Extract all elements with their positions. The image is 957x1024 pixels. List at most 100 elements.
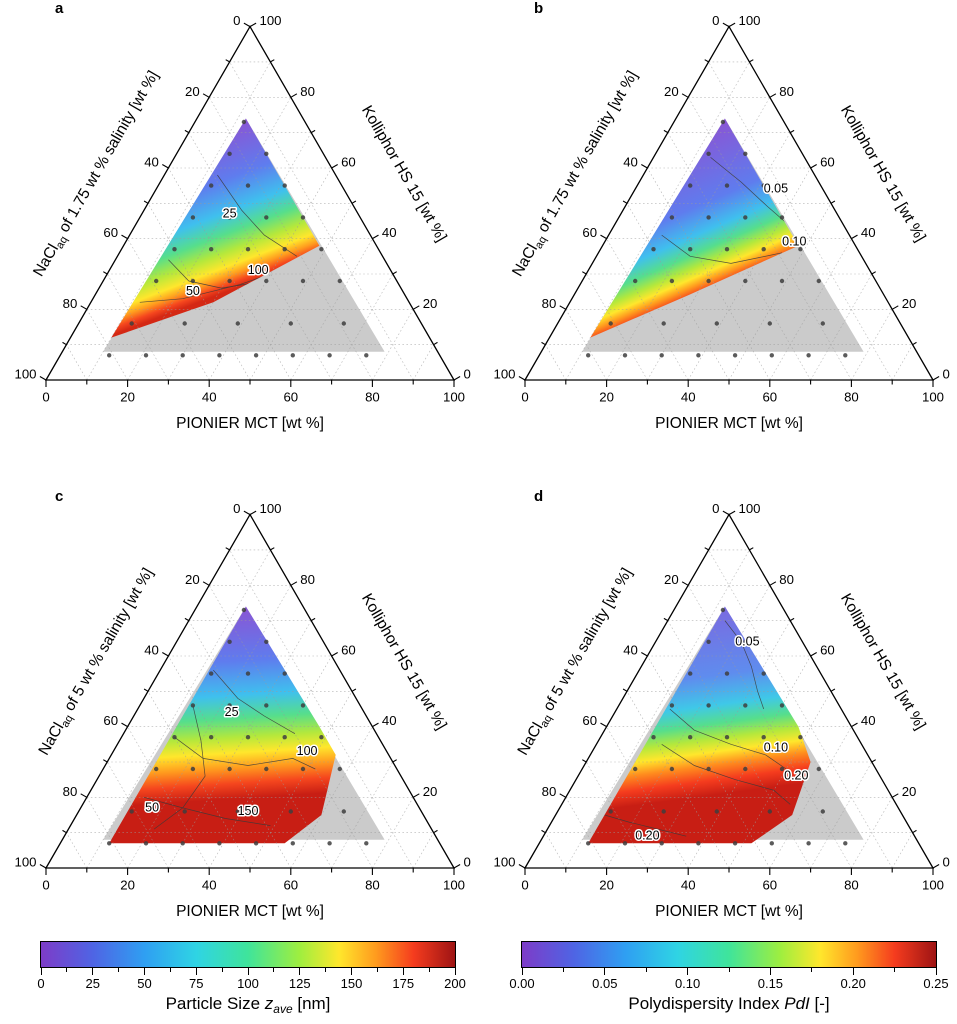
sample-point — [245, 247, 251, 252]
right-axis-title: Kolliphor HS 15 [wt %] — [837, 591, 929, 733]
svg-text:60: 60 — [103, 225, 118, 240]
svg-text:0: 0 — [464, 855, 471, 870]
sample-point — [669, 278, 675, 284]
sample-point — [633, 278, 638, 284]
sample-point — [327, 841, 332, 846]
sample-point — [798, 735, 803, 740]
sample-point — [669, 766, 675, 772]
sample-point — [767, 809, 772, 814]
sample-point — [341, 809, 346, 814]
sample-point — [732, 353, 738, 358]
sample-point — [696, 353, 701, 358]
svg-text:40: 40 — [144, 155, 159, 170]
sample-point — [798, 247, 803, 252]
sample-point — [608, 809, 613, 814]
sample-point — [282, 247, 287, 252]
svg-text:100: 100 — [493, 855, 515, 870]
sample-point — [154, 278, 159, 284]
sample-point — [190, 766, 196, 772]
sample-point — [843, 353, 848, 358]
sample-point — [743, 215, 748, 220]
colorbar-gradient — [521, 941, 937, 968]
svg-text:80: 80 — [844, 390, 859, 405]
bottom-axis-title: PIONIER MCT [wt %] — [176, 903, 324, 920]
sample-point — [264, 278, 269, 284]
left-axis-title: NaClaq of 1.75 wt % salinity [wt %] — [30, 68, 164, 281]
svg-text:80: 80 — [300, 84, 315, 99]
sample-point — [743, 639, 748, 644]
svg-text:20: 20 — [902, 784, 917, 799]
svg-text:20: 20 — [185, 84, 200, 99]
ternary-panel-a: a 25 50 100 0 20 40 60 80 100 0 20 40 60 80 100 100 80 60 4… — [0, 0, 478, 466]
ternary-plot-d: 0.05 0.10 0.20 0.20 0 20 40 60 80 100 0 20 40 60 80 100… — [493, 501, 949, 920]
axis-tick-labels: 0 20 40 60 80 100 0 20 40 60 80 100 100 80 60 40 20 0 — [14, 501, 470, 892]
colorbar-ticks — [40, 968, 456, 976]
colorbar-title: Particle Size zave [nm] — [165, 994, 331, 1016]
sample-point — [337, 766, 342, 772]
sample-point — [180, 841, 185, 846]
svg-text:20: 20 — [185, 572, 200, 587]
sample-point — [264, 639, 269, 644]
bottom-axis-title: PIONIER MCT [wt %] — [176, 415, 324, 432]
sample-point — [761, 247, 766, 252]
sample-point — [769, 353, 774, 358]
svg-text:60: 60 — [283, 878, 298, 893]
svg-text:20: 20 — [120, 390, 135, 405]
sample-points — [586, 607, 848, 846]
contour-lines — [143, 669, 316, 830]
svg-text:80: 80 — [844, 878, 859, 893]
svg-text:40: 40 — [382, 225, 397, 240]
sample-point — [820, 809, 825, 814]
sample-point — [190, 278, 196, 284]
sample-point — [622, 353, 628, 358]
svg-text:60: 60 — [341, 155, 356, 170]
sample-point — [769, 841, 774, 846]
sample-point — [245, 183, 251, 188]
axis-tick-labels: 0 20 40 60 80 100 0 20 40 60 80 100 100 80 60 40 20 0 — [493, 13, 949, 404]
panel-letter-b: b — [534, 0, 544, 17]
sample-point — [245, 735, 251, 740]
sample-point — [209, 735, 214, 740]
sample-point — [732, 841, 738, 846]
svg-text:20: 20 — [599, 390, 614, 405]
sample-point — [227, 215, 232, 220]
sample-point — [706, 278, 711, 284]
sample-point — [290, 353, 295, 358]
sample-point — [241, 119, 247, 125]
sample-point — [651, 735, 656, 740]
sample-point — [227, 766, 232, 772]
sample-point — [816, 278, 821, 284]
svg-text:80: 80 — [779, 572, 794, 587]
sample-point — [235, 809, 240, 814]
contour-label: 150 — [238, 804, 259, 818]
sample-point — [227, 703, 232, 708]
sample-point — [806, 353, 811, 358]
svg-text:60: 60 — [283, 390, 298, 405]
sample-point — [779, 703, 785, 708]
sample-point — [724, 183, 730, 188]
svg-text:60: 60 — [341, 643, 356, 658]
left-axis-title: NaClaq of 5 wt % salinity [wt %] — [515, 565, 638, 759]
sample-point — [688, 183, 693, 188]
svg-text:60: 60 — [820, 643, 835, 658]
svg-text:100: 100 — [922, 878, 944, 893]
sample-point — [622, 841, 628, 846]
sample-point — [743, 703, 748, 708]
svg-text:0: 0 — [42, 390, 49, 405]
svg-text:20: 20 — [664, 84, 679, 99]
sample-point — [688, 671, 693, 676]
sample-point — [154, 766, 159, 772]
svg-text:0: 0 — [521, 390, 528, 405]
sample-point — [724, 247, 730, 252]
sample-point — [714, 321, 719, 326]
sample-point — [253, 841, 259, 846]
contour-label: 100 — [297, 744, 318, 758]
sample-point — [209, 183, 214, 188]
sample-point — [217, 841, 222, 846]
sample-point — [319, 735, 324, 740]
axis-ticks — [518, 510, 940, 875]
svg-text:80: 80 — [779, 84, 794, 99]
svg-text:40: 40 — [144, 643, 159, 658]
sample-point — [743, 766, 748, 772]
sample-point — [608, 321, 613, 326]
